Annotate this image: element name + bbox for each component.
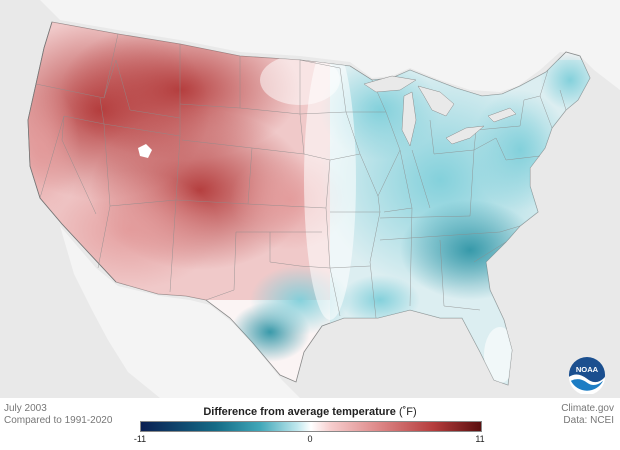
- legend-min-label: -11: [133, 434, 147, 444]
- legend-mid-label: 0: [307, 434, 313, 444]
- color-scale-bar: [140, 421, 482, 432]
- legend-max-label: 11: [475, 434, 485, 444]
- mexico-landmass: [60, 226, 300, 398]
- great-lakes: [363, 75, 517, 147]
- temperature-anomaly-map: [0, 0, 620, 398]
- noaa-logo-text: NOAA: [576, 365, 599, 374]
- source-credit: Climate.gov: [561, 403, 614, 414]
- baseline-period: Compared to 1991-2020: [4, 415, 113, 426]
- great-salt-lake: [138, 144, 152, 158]
- contiguous-us: [27, 21, 591, 386]
- legend-title: Difference from average temperature (˚F): [140, 406, 480, 418]
- map-date: July 2003: [4, 403, 47, 414]
- map-footer: July 2003 Compared to 1991-2020 Climate.…: [0, 398, 620, 450]
- legend-title-text: Difference from average temperature: [203, 406, 396, 418]
- coastline: [27, 21, 117, 283]
- legend-unit: (˚F): [398, 406, 417, 418]
- data-credit: Data: NCEI: [563, 415, 614, 426]
- noaa-logo: NOAA: [568, 356, 606, 394]
- canada-landmass: [0, 0, 620, 92]
